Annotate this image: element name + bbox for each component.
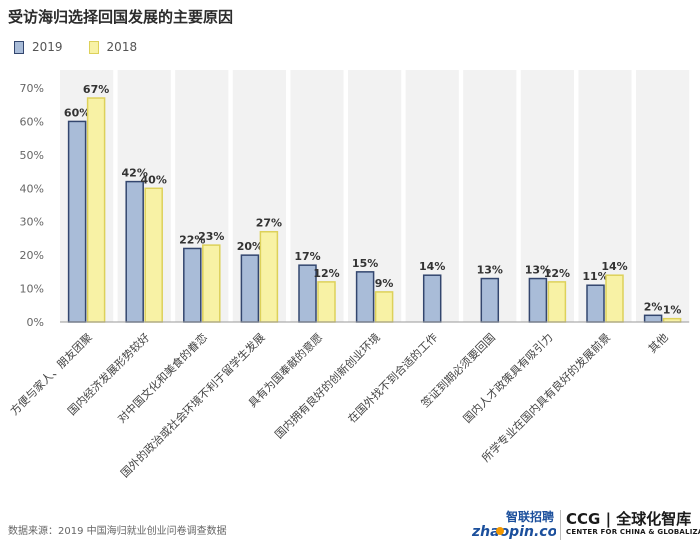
legend-item-2018: 2018 [88, 40, 138, 54]
bar-2019 [586, 284, 605, 323]
data-label-2018: 12% [313, 267, 339, 280]
bar-2018 [86, 97, 106, 323]
y-tick-label: 30% [20, 216, 44, 229]
bar-2018 [317, 281, 336, 323]
y-tick-label: 60% [20, 115, 44, 128]
data-label-2019: 13% [525, 264, 551, 277]
data-label-2019: 13% [477, 264, 503, 277]
data-label-2019: 14% [419, 260, 445, 273]
ccg-cn: 全球化智库 [616, 510, 692, 528]
data-label-2019: 17% [294, 250, 320, 263]
chart-title: 受访海归选择回国发展的主要原因 [8, 8, 234, 26]
data-label-2019: 2% [644, 300, 663, 313]
ccg-logo: CCG | 全球化智库 CENTER FOR CHINA & GLOBALIZA… [566, 510, 700, 536]
bar-2019 [643, 314, 663, 323]
legend-swatch-2018 [88, 40, 99, 54]
data-label-2019: 42% [122, 167, 148, 180]
ccg-en: CENTER FOR CHINA & GLOBALIZATION [566, 528, 700, 536]
data-label-2019: 22% [179, 233, 205, 246]
data-label-2019: 11% [582, 270, 608, 283]
data-label-2018: 67% [83, 83, 109, 96]
zhaopin-dot-icon [496, 527, 504, 535]
bar-2019 [480, 277, 500, 323]
legend-label-2019: 2019 [32, 40, 63, 54]
y-tick-label: 50% [20, 149, 44, 162]
data-label-2018: 9% [375, 277, 394, 290]
zhaopin-logo: 智联招聘 zhaopin.com [471, 509, 556, 540]
bar-2019 [355, 271, 375, 323]
data-label-2018: 23% [198, 230, 224, 243]
data-label-2019: 60% [64, 106, 90, 119]
bar-2018 [662, 317, 682, 323]
data-label-2018: 1% [663, 304, 682, 317]
legend: 2019 2018 [14, 40, 163, 54]
bar-2019 [528, 277, 548, 323]
category-label: 国内拥有良好的创新创业环境 [272, 330, 383, 441]
y-tick-label: 20% [20, 249, 44, 262]
bar-2019 [125, 180, 144, 323]
ccg-abbr: CCG [566, 510, 601, 528]
y-tick-label: 40% [20, 182, 44, 195]
bar-2019 [67, 120, 87, 323]
bar-chart: 0%10%20%30%40%50%60%70%60%67%方便与家人、朋友团聚4… [7, 70, 690, 480]
zhaopin-logo-cn: 智联招聘 [505, 509, 554, 524]
data-label-2018: 12% [544, 267, 570, 280]
bar-2018 [547, 281, 567, 323]
bar-2019 [183, 247, 202, 323]
y-tick-label: 10% [20, 283, 44, 296]
data-label-2019: 15% [352, 257, 378, 270]
bar-2018 [144, 187, 163, 323]
bar-2018 [374, 291, 394, 323]
zhaopin-logo-en: zhaopin.com [471, 524, 556, 540]
legend-item-2019: 2019 [14, 40, 63, 54]
category-label: 其他 [646, 331, 671, 356]
legend-label-2018: 2018 [106, 40, 138, 54]
y-tick-label: 0% [27, 316, 44, 329]
bar-2019 [240, 254, 260, 323]
source-note: 数据来源：2019 中国海归就业创业问卷调查数据 [8, 526, 227, 537]
legend-swatch-2019 [14, 40, 24, 54]
data-label-2018: 27% [256, 217, 282, 230]
data-label-2018: 14% [601, 260, 627, 273]
y-tick-label: 70% [20, 82, 44, 95]
bar-2018 [605, 274, 624, 323]
logo-divider [560, 510, 561, 540]
data-label-2019: 20% [237, 240, 263, 253]
bar-2019 [422, 274, 442, 323]
category-column-bg [636, 70, 690, 322]
category-label: 所学专业在国内具有良好的发展前景 [479, 330, 613, 464]
bar-2018 [259, 230, 279, 323]
bar-2018 [202, 244, 221, 323]
data-label-2018: 40% [141, 173, 167, 186]
